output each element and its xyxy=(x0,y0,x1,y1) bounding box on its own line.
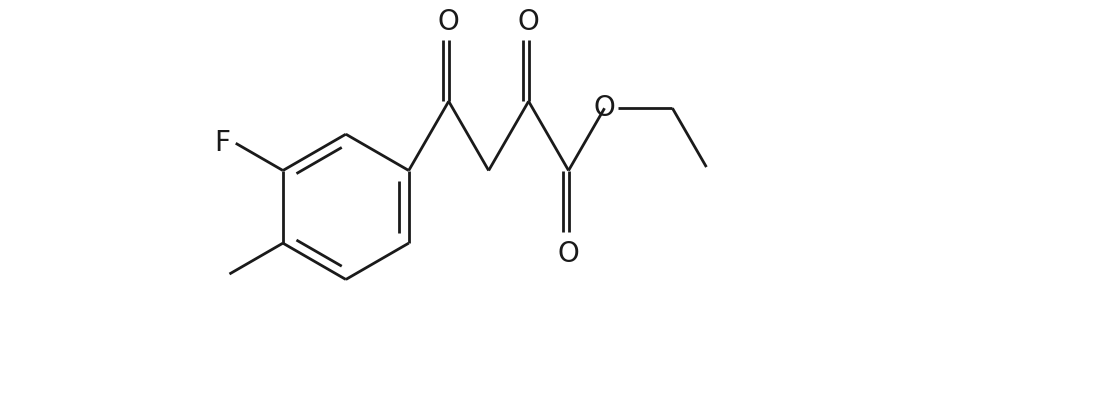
Text: O: O xyxy=(437,8,460,36)
Text: O: O xyxy=(518,8,540,36)
Text: F: F xyxy=(214,129,230,157)
Text: O: O xyxy=(593,94,615,122)
Text: O: O xyxy=(558,240,580,268)
